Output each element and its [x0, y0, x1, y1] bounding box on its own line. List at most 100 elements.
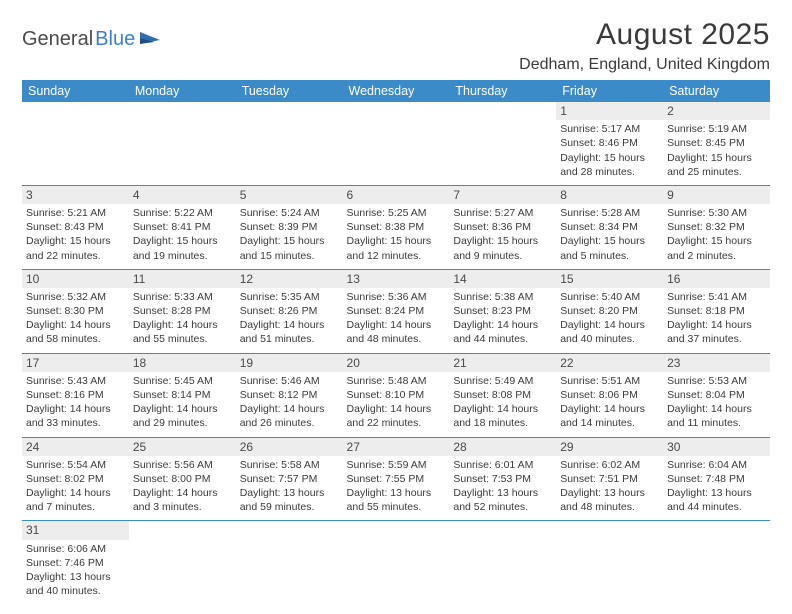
day-info-line: and 33 minutes.	[26, 416, 125, 430]
day-info-line: Sunset: 7:51 PM	[560, 472, 659, 486]
calendar-empty-cell	[129, 102, 236, 185]
calendar-day-cell: 10Sunrise: 5:32 AMSunset: 8:30 PMDayligh…	[22, 269, 129, 353]
day-number: 14	[449, 270, 556, 288]
day-info-line: and 5 minutes.	[560, 249, 659, 263]
location: Dedham, England, United Kingdom	[519, 56, 770, 74]
day-info-line: Sunrise: 5:43 AM	[26, 374, 125, 388]
calendar-day-cell: 13Sunrise: 5:36 AMSunset: 8:24 PMDayligh…	[343, 269, 450, 353]
day-number: 5	[236, 186, 343, 204]
day-info-line: and 18 minutes.	[453, 416, 552, 430]
calendar-day-cell: 15Sunrise: 5:40 AMSunset: 8:20 PMDayligh…	[556, 269, 663, 353]
calendar-day-cell: 14Sunrise: 5:38 AMSunset: 8:23 PMDayligh…	[449, 269, 556, 353]
day-info-line: Sunrise: 5:38 AM	[453, 290, 552, 304]
day-info-line: and 15 minutes.	[240, 249, 339, 263]
day-info-line: Sunset: 8:00 PM	[133, 472, 232, 486]
day-info-line: Sunrise: 5:24 AM	[240, 206, 339, 220]
day-info-line: Sunrise: 6:01 AM	[453, 458, 552, 472]
day-info-line: Daylight: 14 hours	[667, 402, 766, 416]
day-info-line: Daylight: 14 hours	[133, 402, 232, 416]
day-info-line: and 48 minutes.	[347, 332, 446, 346]
calendar-day-cell: 16Sunrise: 5:41 AMSunset: 8:18 PMDayligh…	[663, 269, 770, 353]
weekday-header: Saturday	[663, 80, 770, 102]
calendar-day-cell: 23Sunrise: 5:53 AMSunset: 8:04 PMDayligh…	[663, 353, 770, 437]
day-number: 9	[663, 186, 770, 204]
calendar-day-cell: 31Sunrise: 6:06 AMSunset: 7:46 PMDayligh…	[22, 521, 129, 604]
day-info-line: Sunset: 8:02 PM	[26, 472, 125, 486]
day-info-line: and 22 minutes.	[26, 249, 125, 263]
weekday-header: Sunday	[22, 80, 129, 102]
day-number: 2	[663, 102, 770, 120]
day-info-line: Sunrise: 6:02 AM	[560, 458, 659, 472]
day-info-line: Daylight: 15 hours	[667, 151, 766, 165]
calendar-week-row: 31Sunrise: 6:06 AMSunset: 7:46 PMDayligh…	[22, 521, 770, 604]
day-info-line: Daylight: 13 hours	[560, 486, 659, 500]
day-info-line: Sunrise: 5:45 AM	[133, 374, 232, 388]
day-info-line: Sunset: 8:38 PM	[347, 220, 446, 234]
day-info-line: and 37 minutes.	[667, 332, 766, 346]
day-info-line: Sunrise: 5:32 AM	[26, 290, 125, 304]
day-info-line: Daylight: 14 hours	[133, 318, 232, 332]
day-info-line: Sunrise: 5:25 AM	[347, 206, 446, 220]
day-info-line: Sunset: 8:39 PM	[240, 220, 339, 234]
calendar-week-row: 17Sunrise: 5:43 AMSunset: 8:16 PMDayligh…	[22, 353, 770, 437]
logo-text-blue: Blue	[95, 28, 135, 51]
weekday-header: Friday	[556, 80, 663, 102]
day-info-line: Sunrise: 5:58 AM	[240, 458, 339, 472]
day-info-line: Sunrise: 6:06 AM	[26, 542, 125, 556]
day-number: 11	[129, 270, 236, 288]
day-number: 31	[22, 521, 129, 539]
day-number: 8	[556, 186, 663, 204]
day-info-line: Sunrise: 5:53 AM	[667, 374, 766, 388]
day-info-line: Daylight: 14 hours	[26, 318, 125, 332]
day-info-line: Sunset: 8:45 PM	[667, 136, 766, 150]
weekday-header: Tuesday	[236, 80, 343, 102]
day-info-line: Daylight: 14 hours	[26, 486, 125, 500]
day-info-line: Sunrise: 5:17 AM	[560, 122, 659, 136]
day-info-line: Sunset: 8:26 PM	[240, 304, 339, 318]
calendar-day-cell: 25Sunrise: 5:56 AMSunset: 8:00 PMDayligh…	[129, 437, 236, 521]
day-info-line: and 52 minutes.	[453, 500, 552, 514]
day-info-line: and 14 minutes.	[560, 416, 659, 430]
calendar-day-cell: 30Sunrise: 6:04 AMSunset: 7:48 PMDayligh…	[663, 437, 770, 521]
day-number: 15	[556, 270, 663, 288]
calendar-day-cell: 11Sunrise: 5:33 AMSunset: 8:28 PMDayligh…	[129, 269, 236, 353]
day-info-line: Sunrise: 5:33 AM	[133, 290, 232, 304]
day-info-line: Sunrise: 5:28 AM	[560, 206, 659, 220]
day-info-line: Sunset: 8:08 PM	[453, 388, 552, 402]
day-info-line: Sunrise: 5:36 AM	[347, 290, 446, 304]
day-info-line: Sunrise: 5:59 AM	[347, 458, 446, 472]
day-info-line: Sunrise: 5:46 AM	[240, 374, 339, 388]
logo: GeneralBlue	[22, 18, 162, 51]
day-info-line: Sunrise: 5:21 AM	[26, 206, 125, 220]
day-info-line: and 26 minutes.	[240, 416, 339, 430]
day-info-line: Sunset: 8:20 PM	[560, 304, 659, 318]
day-info-line: Sunset: 8:06 PM	[560, 388, 659, 402]
flag-icon	[140, 30, 162, 51]
day-info-line: and 3 minutes.	[133, 500, 232, 514]
calendar-week-row: 3Sunrise: 5:21 AMSunset: 8:43 PMDaylight…	[22, 185, 770, 269]
calendar-day-cell: 27Sunrise: 5:59 AMSunset: 7:55 PMDayligh…	[343, 437, 450, 521]
calendar-day-cell: 6Sunrise: 5:25 AMSunset: 8:38 PMDaylight…	[343, 185, 450, 269]
day-info-line: Daylight: 13 hours	[453, 486, 552, 500]
calendar-day-cell: 3Sunrise: 5:21 AMSunset: 8:43 PMDaylight…	[22, 185, 129, 269]
day-info-line: Sunset: 8:43 PM	[26, 220, 125, 234]
day-number: 27	[343, 438, 450, 456]
day-info-line: and 48 minutes.	[560, 500, 659, 514]
day-info-line: Daylight: 15 hours	[347, 234, 446, 248]
calendar-empty-cell	[343, 102, 450, 185]
calendar-day-cell: 22Sunrise: 5:51 AMSunset: 8:06 PMDayligh…	[556, 353, 663, 437]
calendar-day-cell: 26Sunrise: 5:58 AMSunset: 7:57 PMDayligh…	[236, 437, 343, 521]
day-info-line: Daylight: 14 hours	[560, 318, 659, 332]
day-info-line: Sunrise: 5:54 AM	[26, 458, 125, 472]
day-info-line: and 44 minutes.	[667, 500, 766, 514]
day-info-line: and 22 minutes.	[347, 416, 446, 430]
day-info-line: Sunset: 8:30 PM	[26, 304, 125, 318]
day-info-line: Daylight: 13 hours	[667, 486, 766, 500]
day-info-line: Daylight: 15 hours	[560, 151, 659, 165]
day-number: 25	[129, 438, 236, 456]
day-info-line: Sunrise: 5:30 AM	[667, 206, 766, 220]
day-info-line: Daylight: 14 hours	[240, 402, 339, 416]
day-info-line: and 29 minutes.	[133, 416, 232, 430]
calendar-empty-cell	[449, 102, 556, 185]
day-info-line: Sunset: 8:10 PM	[347, 388, 446, 402]
